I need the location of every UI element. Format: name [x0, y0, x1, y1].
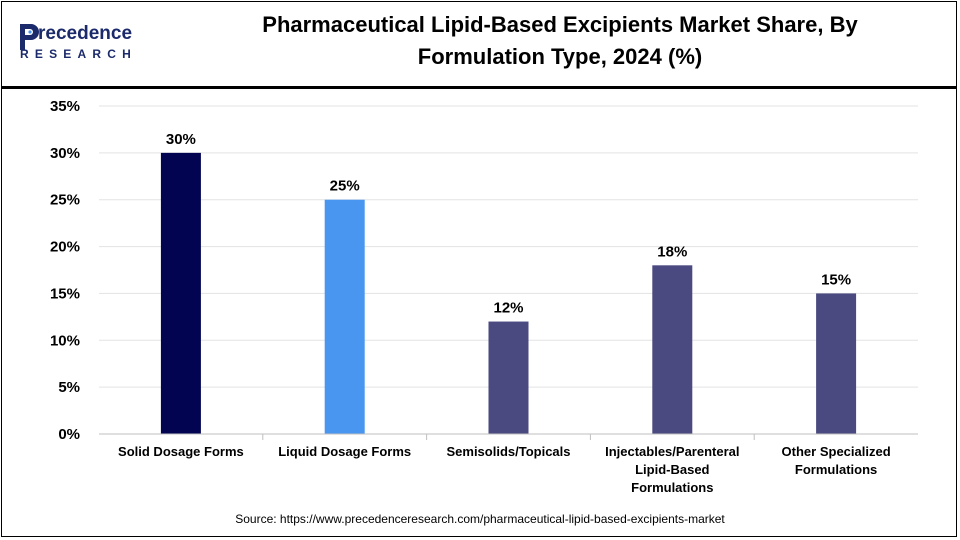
bar — [816, 293, 857, 434]
y-tick-label: 10% — [50, 332, 80, 349]
bar — [652, 265, 693, 434]
bar — [160, 152, 201, 434]
x-tick-label: Solid Dosage Forms — [118, 444, 244, 459]
chart-title: Pharmaceutical Lipid-Based Excipients Ma… — [200, 9, 920, 73]
x-axis: Solid Dosage Forms Liquid Dosage Forms Sem… — [99, 433, 918, 495]
y-tick-label: 5% — [58, 379, 80, 396]
data-label: 18% — [657, 243, 687, 260]
x-tick-label: Other Specialized Formulations — [782, 444, 891, 477]
x-tick-label: Semisolids/Topicals — [446, 444, 570, 459]
bar-chart: 0% 5% 10% 15% 20% 25% 30% 35% 30% 25% 12% 18% 15% S… — [50, 98, 918, 495]
chart-title-line-2: Formulation Type, 2024 (%) — [417, 44, 703, 69]
data-label: 12% — [493, 300, 523, 317]
y-tick-label: 35% — [50, 98, 80, 115]
bar — [488, 321, 529, 434]
chart-title-line-1: Pharmaceutical Lipid-Based Excipients Ma… — [262, 12, 858, 37]
header: recedence RESEARCH Pharmaceutical Lipid-… — [0, 0, 960, 86]
source-note: Source: https://www.precedenceresearch.c… — [235, 512, 725, 526]
y-axis: 0% 5% 10% 15% 20% 25% 30% 35% — [50, 98, 80, 443]
x-tick-label: Injectables/Parenteral Lipid-Based Formula… — [605, 444, 739, 495]
precedence-research-logo: recedence RESEARCH — [20, 23, 137, 61]
svg-text:RESEARCH: RESEARCH — [20, 47, 137, 61]
y-tick-label: 30% — [50, 145, 80, 162]
data-label: 25% — [330, 178, 360, 195]
y-tick-label: 25% — [50, 192, 80, 209]
x-tick-label: Liquid Dosage Forms — [278, 444, 411, 459]
svg-text:recedence: recedence — [38, 23, 132, 44]
data-labels: 30% 25% 12% 18% 15% — [166, 131, 851, 317]
header-divider — [1, 86, 957, 89]
data-label: 30% — [166, 131, 196, 148]
y-tick-label: 15% — [50, 285, 80, 302]
y-tick-label: 20% — [50, 239, 80, 256]
y-tick-label: 0% — [58, 426, 80, 443]
bar — [324, 199, 365, 434]
data-label: 15% — [821, 271, 851, 288]
bars — [160, 152, 857, 434]
